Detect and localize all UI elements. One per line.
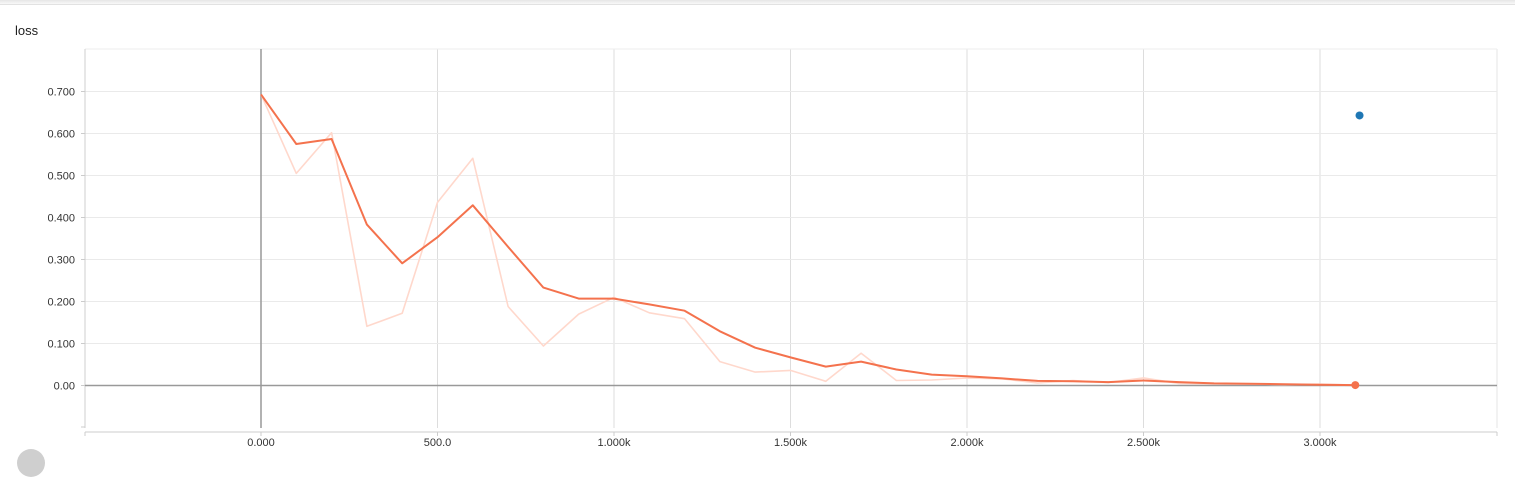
x-tick-label: 0.000	[247, 437, 275, 449]
y-tick-label: 0.00	[54, 381, 75, 393]
y-tick-label: 0.300	[47, 255, 75, 267]
y-tick-label: 0.100	[47, 339, 75, 351]
y-gridlines	[85, 48, 1497, 344]
y-tick-label: 0.600	[47, 129, 75, 141]
x-tick-label: 500.0	[424, 437, 452, 449]
x-tick-label: 1.500k	[774, 437, 808, 449]
y-tick-labels: 0.00 0.100 0.200 0.300 0.400 0.500 0.600 0.700	[47, 87, 85, 428]
y-tick-label: 0.700	[47, 87, 75, 99]
x-tick-label: 1.000k	[597, 437, 631, 449]
chart-title: loss	[15, 23, 39, 38]
y-tick-label: 0.500	[47, 171, 75, 183]
endpoint-markers	[1351, 111, 1364, 390]
x-tick-label: 3.000k	[1303, 437, 1337, 449]
top-bar	[0, 0, 1515, 5]
endpoint-marker-orange	[1351, 381, 1360, 390]
endpoint-marker-blue	[1355, 111, 1364, 120]
y-tick-label: 0.400	[47, 213, 75, 225]
x-tick-label: 2.500k	[1127, 437, 1161, 449]
raw-loss-line	[260, 94, 1356, 386]
y-tick-label: 0.200	[47, 297, 75, 309]
x-tick-labels: 0.000 500.0 1.000k 1.500k 2.000k 2.500k 3.000k	[84, 432, 1498, 449]
series-lines	[260, 93, 1356, 387]
smoothed-loss-line	[260, 93, 1356, 387]
loss-chart: 0.000.1000.2000.3000.4000.5000.6000.700 …	[47, 48, 1498, 449]
toggle-circle-icon[interactable]	[17, 449, 45, 477]
x-gridlines	[437, 49, 1498, 428]
x-tick-label: 2.000k	[950, 437, 984, 449]
